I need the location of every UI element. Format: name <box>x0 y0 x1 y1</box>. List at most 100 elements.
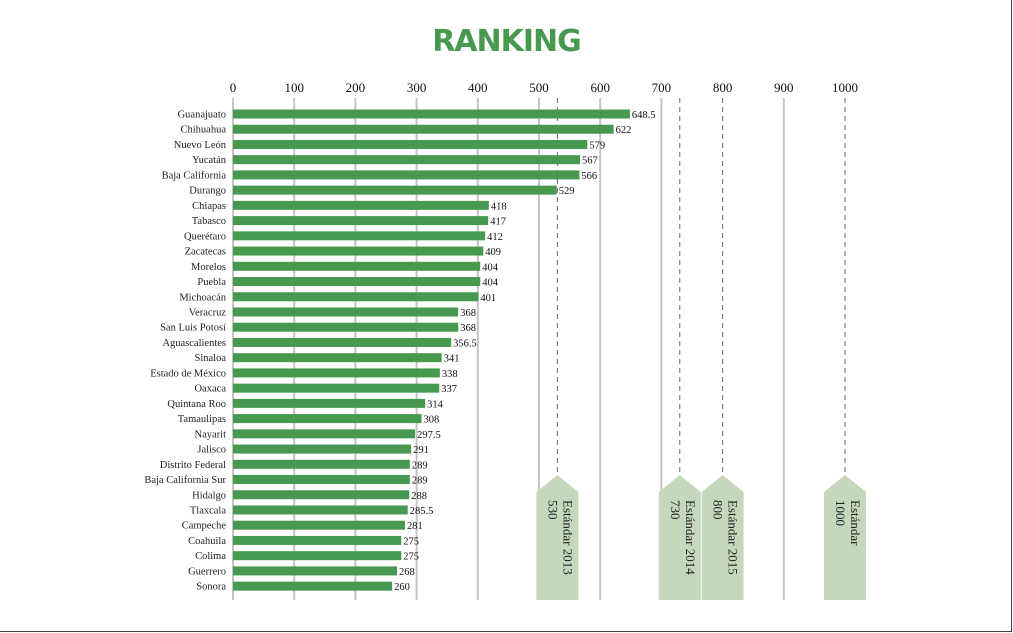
x-tick-label: 0 <box>230 80 237 95</box>
bar <box>233 155 581 165</box>
x-tick-label: 900 <box>774 80 794 95</box>
value-label: 567 <box>582 156 598 167</box>
category-label: Tlaxcala <box>190 505 226 516</box>
bar <box>233 429 416 439</box>
category-label: Sinaloa <box>195 353 227 364</box>
value-label: 341 <box>444 354 460 365</box>
reference-tag <box>536 475 579 600</box>
x-tick-label: 300 <box>407 80 427 95</box>
reference-tag <box>658 475 701 600</box>
bar <box>233 170 580 180</box>
bar <box>233 398 426 408</box>
category-label: Baja California <box>162 170 227 181</box>
bar <box>233 535 402 545</box>
value-label: 579 <box>589 140 605 151</box>
category-label: Jalisco <box>197 445 226 456</box>
bar <box>233 581 393 591</box>
value-label: 648.5 <box>632 110 656 121</box>
value-label: 275 <box>403 552 419 563</box>
value-label: 404 <box>482 262 499 273</box>
x-tick-label: 600 <box>590 80 610 95</box>
value-label: 368 <box>460 308 476 319</box>
bar <box>233 444 412 454</box>
value-label: 409 <box>485 247 501 258</box>
category-label: Sonora <box>196 582 226 593</box>
category-label: Chihuahua <box>181 125 227 136</box>
bar <box>233 292 479 302</box>
category-label: Distrito Federal <box>160 460 226 471</box>
chart-title: RANKING <box>432 24 582 59</box>
category-label: Tabasco <box>192 216 226 227</box>
value-label: 529 <box>559 186 575 197</box>
value-label: 404 <box>482 278 499 289</box>
value-label: 401 <box>480 293 496 304</box>
category-label: Morelos <box>191 262 226 273</box>
bar <box>233 505 408 515</box>
category-label: Estado de México <box>150 368 226 379</box>
reference-tag-label: Estándar 2014 <box>683 500 698 575</box>
reference-tag <box>701 475 744 600</box>
bar <box>233 139 588 149</box>
bar <box>233 383 440 393</box>
bar <box>233 322 459 332</box>
category-label: Coahuila <box>188 536 226 547</box>
bar <box>233 185 557 195</box>
reference-tag-value: 800 <box>711 500 726 520</box>
x-tick-label: 1000 <box>832 80 858 95</box>
x-tick-label: 400 <box>468 80 488 95</box>
reference-tag-value: 1000 <box>833 500 848 526</box>
category-label: Tamaulipas <box>178 414 226 425</box>
category-label: Veracruz <box>189 307 227 318</box>
bar <box>233 109 630 119</box>
category-label: Querétaro <box>184 231 226 242</box>
reference-tag-value: 730 <box>668 500 683 520</box>
value-label: 297.5 <box>417 430 441 441</box>
value-label: 417 <box>490 217 506 228</box>
x-tick-label: 100 <box>284 80 304 95</box>
value-label: 289 <box>412 460 428 471</box>
category-label: Oaxaca <box>195 384 227 395</box>
value-label: 314 <box>427 399 444 410</box>
bar <box>233 261 481 271</box>
category-label: Durango <box>189 186 226 197</box>
x-tick-label: 800 <box>713 80 733 95</box>
bar <box>233 414 422 424</box>
reference-tag-label: Estándar 2015 <box>726 500 741 575</box>
bar <box>233 353 442 363</box>
x-tick-label: 200 <box>346 80 366 95</box>
value-label: 418 <box>491 201 507 212</box>
value-label: 356.5 <box>453 338 477 349</box>
category-label: Guerrero <box>188 566 226 577</box>
category-label: Nayarit <box>195 429 227 440</box>
bar <box>233 200 489 210</box>
bar <box>233 307 459 317</box>
category-label: San Luis Potosí <box>160 323 226 334</box>
bar <box>233 124 614 134</box>
category-label: Chiapas <box>192 201 226 212</box>
bar <box>233 459 410 469</box>
category-label: Guanajuato <box>178 110 226 121</box>
category-label: Hidalgo <box>192 490 226 501</box>
value-label: 268 <box>399 567 415 578</box>
value-label: 338 <box>442 369 458 380</box>
value-label: 368 <box>460 323 476 334</box>
bar <box>233 368 440 378</box>
value-label: 566 <box>581 171 597 182</box>
value-label: 288 <box>411 491 427 502</box>
x-tick-label: 700 <box>652 80 672 95</box>
value-label: 281 <box>407 521 423 532</box>
bar <box>233 490 410 500</box>
value-label: 285.5 <box>410 506 434 517</box>
category-label: Nuevo León <box>174 140 227 151</box>
value-label: 622 <box>616 125 632 136</box>
value-label: 260 <box>394 582 410 593</box>
value-label: 337 <box>441 384 457 395</box>
category-label: Zacatecas <box>185 247 226 258</box>
bar <box>233 551 402 561</box>
category-label: Puebla <box>197 277 226 288</box>
value-label: 412 <box>487 232 503 243</box>
bar <box>233 231 486 241</box>
category-label: Campeche <box>182 521 227 532</box>
reference-tag-value: 530 <box>545 500 560 520</box>
